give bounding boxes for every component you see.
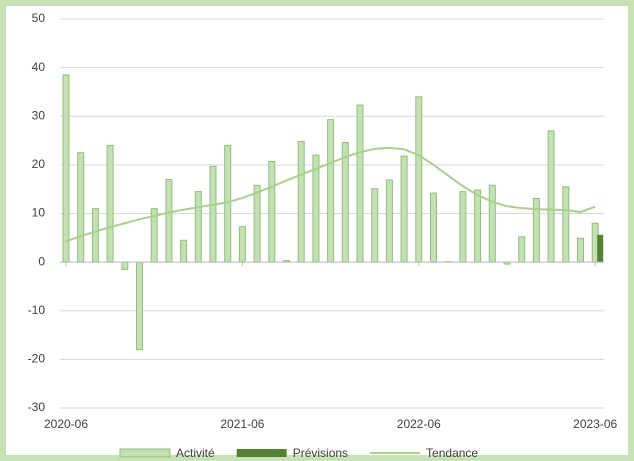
bar (62, 74, 70, 263)
bar (371, 188, 379, 263)
bar (562, 186, 570, 263)
bar (327, 119, 335, 263)
bar (415, 96, 423, 263)
x-tick-label: 2020-06 (44, 417, 88, 431)
legend-label: Tendance (426, 446, 478, 460)
bar (532, 197, 540, 263)
bar (488, 184, 496, 263)
bar (194, 191, 202, 263)
bar (385, 179, 393, 263)
legend-swatch (119, 448, 171, 458)
y-tick-label: 20 (32, 157, 46, 171)
x-tick-label: 2021-06 (220, 417, 264, 431)
legend-label: Prévisions (293, 446, 348, 460)
bar (268, 160, 276, 263)
bar (106, 144, 114, 263)
bar (518, 236, 526, 263)
bar (297, 141, 305, 263)
bar (474, 189, 482, 263)
bar (356, 104, 364, 263)
y-tick-label: 30 (32, 108, 46, 122)
bar (597, 234, 604, 263)
legend-swatch (236, 449, 287, 457)
y-tick-label: -10 (28, 303, 46, 317)
bar (459, 191, 467, 263)
bar (577, 237, 584, 263)
bar (91, 208, 99, 263)
bar (165, 178, 173, 263)
bar (430, 192, 437, 263)
y-tick-label: 40 (32, 60, 46, 74)
bar (77, 152, 85, 263)
bar (224, 144, 232, 263)
y-tick-label: 0 (38, 254, 45, 268)
bar (209, 165, 217, 263)
x-tick-label: 2022-06 (397, 417, 441, 431)
y-tick-label: -30 (28, 400, 46, 414)
bar (180, 239, 188, 263)
trend-line (65, 146, 596, 243)
bar (253, 184, 261, 263)
bar (238, 226, 246, 263)
y-tick-label: 50 (32, 11, 46, 25)
bar (341, 142, 349, 263)
bar (136, 261, 143, 351)
bar (121, 261, 129, 270)
y-tick-label: -20 (28, 352, 46, 366)
x-tick-label: 2023-06 (573, 417, 617, 431)
bar (547, 130, 555, 263)
y-tick-label: 10 (32, 206, 46, 220)
bar (400, 155, 408, 263)
bar (312, 154, 320, 263)
legend-label: Activité (176, 446, 215, 460)
